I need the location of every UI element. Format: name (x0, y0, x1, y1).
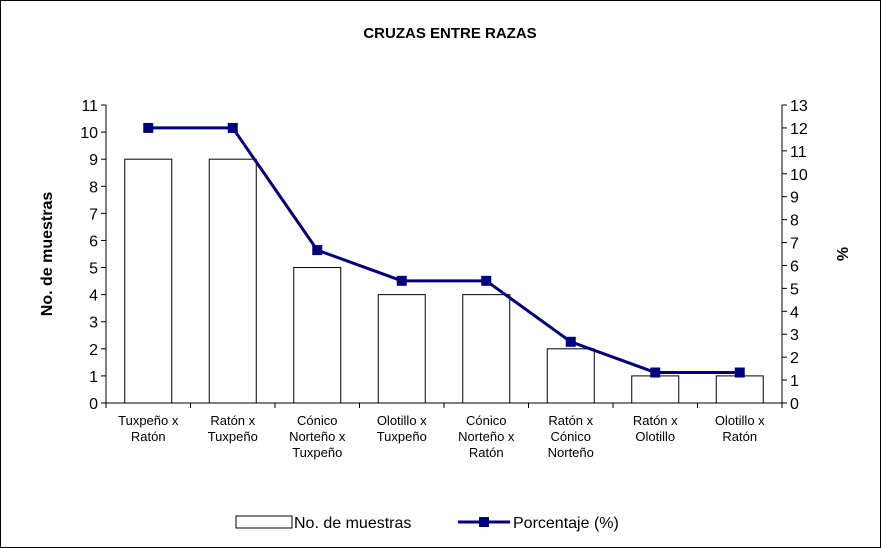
y-tick-label: 11 (81, 98, 98, 115)
y2-tick-label: 7 (790, 236, 799, 253)
y-tick-label: 8 (89, 179, 98, 196)
marker (565, 336, 576, 347)
y-axis-label: No. de muestras (39, 192, 56, 317)
marker (227, 122, 238, 133)
y2-tick-label: 5 (790, 281, 799, 298)
y-tick-label: 0 (89, 396, 98, 413)
bar (208, 158, 257, 404)
x-tick-label: Ratón x Tuxpeño (208, 413, 258, 444)
line (148, 126, 740, 375)
bar (462, 294, 511, 404)
y2-tick-label: 0 (790, 396, 799, 413)
y2-tick-label: 11 (790, 144, 807, 161)
y2-tick-label: 4 (790, 304, 799, 321)
bar (377, 294, 426, 404)
y-tick-label: 9 (89, 152, 98, 169)
bar (546, 348, 595, 404)
x-tick-label: Olotillo x Ratón (715, 413, 765, 444)
legend-label: Porcentaje (%) (513, 515, 619, 532)
y2-tick-label: 10 (790, 167, 808, 184)
bar (293, 267, 342, 404)
x-tick-label: Olotillo x Tuxpeño (377, 413, 427, 444)
y-tick-label: 7 (89, 206, 98, 223)
bar (715, 375, 764, 404)
x-tick-label: Tuxpeño x Ratón (118, 413, 179, 444)
marker (734, 367, 745, 378)
y-tick-label: 4 (89, 288, 98, 305)
y2-tick-label: 9 (790, 190, 799, 207)
legend-label: No. de muestras (294, 515, 411, 532)
y-tick-label: 6 (89, 233, 98, 250)
y2-tick-label: 8 (790, 213, 799, 230)
y-tick-label: 10 (80, 125, 98, 142)
y2-tick-label: 12 (790, 121, 808, 138)
x-tick-label: Cónico Norteño x Tuxpeño (289, 413, 346, 460)
y2-tick-label: 3 (790, 327, 799, 344)
legend-swatch (479, 517, 489, 527)
y2-tick-label: 2 (790, 350, 799, 367)
y2-tick-label: 6 (790, 258, 799, 275)
x-tick-label: Ratón x Cónico Norteño (548, 413, 594, 460)
x-tick-label: Ratón x Olotillo (633, 413, 678, 444)
marker (312, 245, 323, 256)
y-tick-label: 3 (89, 315, 98, 332)
marker (396, 275, 407, 286)
x-tick-label: Cónico Norteño x Ratón (458, 413, 515, 460)
legend-swatch (235, 515, 293, 529)
y2-tick-label: 1 (790, 373, 799, 390)
bar (631, 375, 680, 404)
bar (124, 158, 173, 404)
y-tick-label: 2 (89, 342, 98, 359)
y-tick-label: 5 (89, 261, 98, 278)
y-tick-label: 1 (89, 369, 98, 386)
marker (481, 275, 492, 286)
chart-title: CRUZAS ENTRE RAZAS (363, 25, 536, 42)
marker (650, 367, 661, 378)
y2-axis-label: % (835, 247, 852, 261)
y2-tick-label: 13 (790, 98, 808, 115)
marker (143, 122, 154, 133)
